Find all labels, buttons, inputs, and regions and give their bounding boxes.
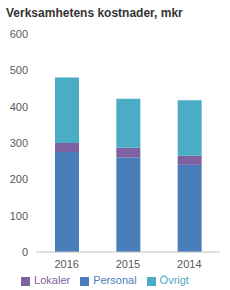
svg-text:2014: 2014	[177, 258, 201, 270]
svg-text:200: 200	[10, 173, 28, 185]
svg-text:2015: 2015	[116, 258, 140, 270]
html-text:Personal: Personal	[93, 274, 137, 286]
html-text:Övrigt: Övrigt	[159, 274, 189, 286]
html-text:Verksamhetens kostnader, mkr: Verksamhetens kostnader, mkr	[6, 6, 183, 20]
svg-text:0: 0	[22, 246, 28, 258]
svg-text:2016: 2016	[54, 258, 78, 270]
svg-text:600: 600	[10, 28, 28, 40]
svg-text:400: 400	[10, 101, 28, 113]
svg-text:500: 500	[10, 64, 28, 76]
svg-text:300: 300	[10, 137, 28, 149]
html-text:Lokaler: Lokaler	[34, 274, 71, 286]
svg-text:100: 100	[10, 210, 28, 222]
